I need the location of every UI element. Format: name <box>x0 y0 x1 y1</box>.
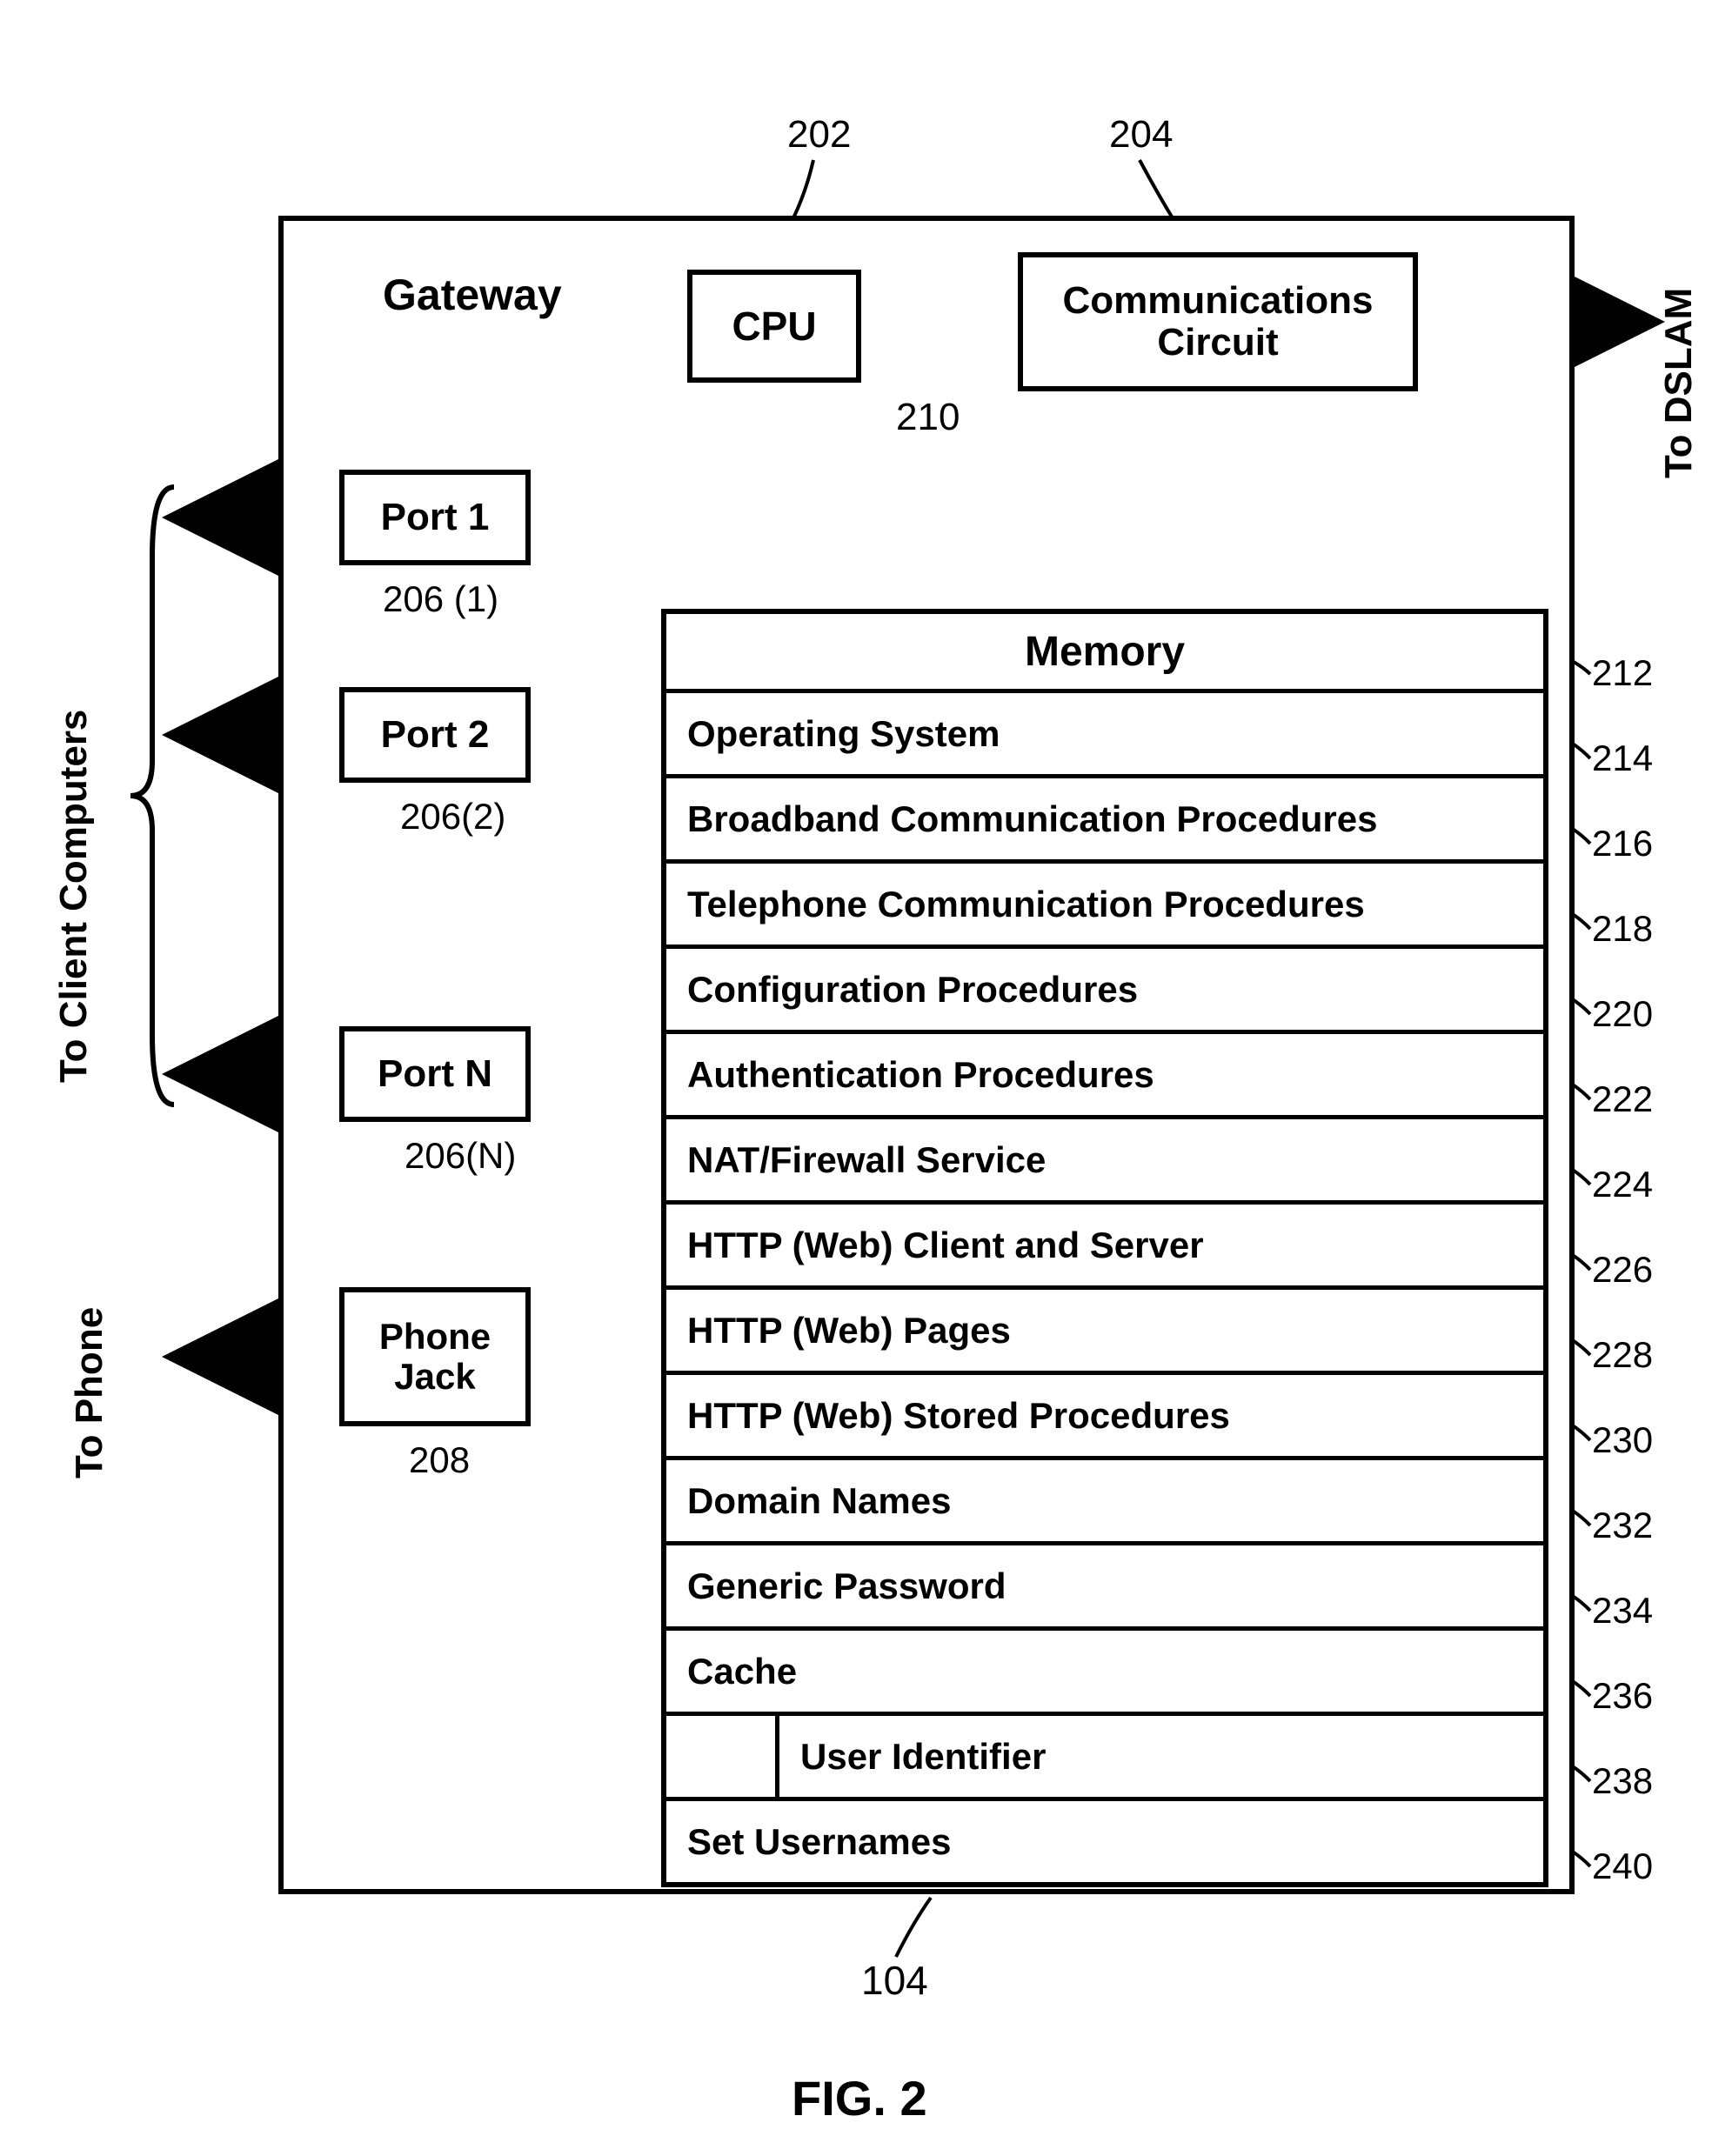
port1-box: Port 1 <box>339 470 531 565</box>
memory-row-label: Configuration Procedures <box>666 969 1138 1011</box>
memory-row-ref: 220 <box>1592 993 1653 1035</box>
memory-row-ref: 216 <box>1592 823 1653 864</box>
memory-row-label: Telephone Communication Procedures <box>666 884 1365 925</box>
to-client-computers-label: To Client Computers <box>52 509 96 1083</box>
memory-row: Generic Password <box>666 1541 1543 1626</box>
comm-ref: 204 <box>1109 113 1173 157</box>
memory-row-label: Set Usernames <box>666 1821 952 1863</box>
memory-row: Configuration Procedures <box>666 945 1543 1030</box>
memory-row-label: HTTP (Web) Client and Server <box>666 1225 1204 1266</box>
phone-label: Phone Jack <box>344 1317 525 1397</box>
memory-row-ref: 238 <box>1592 1760 1653 1802</box>
memory-row: HTTP (Web) Pages <box>666 1285 1543 1371</box>
outer-ref: 104 <box>861 1957 928 2004</box>
comm-label: Communications Circuit <box>1023 280 1413 364</box>
memory-row-label: User Identifier <box>779 1736 1046 1778</box>
memory-row-ref: 218 <box>1592 908 1653 950</box>
memory-title: Memory <box>666 614 1543 689</box>
port1-label: Port 1 <box>381 496 490 539</box>
memory-row-label: Operating System <box>666 713 1000 755</box>
phone-box: Phone Jack <box>339 1287 531 1426</box>
cpu-ref: 202 <box>787 113 851 157</box>
cpu-box: CPU <box>687 270 861 383</box>
memory-row: Telephone Communication Procedures <box>666 859 1543 945</box>
memory-row-ref: 236 <box>1592 1675 1653 1717</box>
memory-row: Authentication Procedures <box>666 1030 1543 1115</box>
to-dslam-label: To DSLAM <box>1657 200 1701 478</box>
memory-row-label: HTTP (Web) Stored Procedures <box>666 1395 1230 1437</box>
portN-box: Port N <box>339 1026 531 1122</box>
memory-row-label: NAT/Firewall Service <box>666 1139 1046 1181</box>
memory-row-ref: 232 <box>1592 1505 1653 1546</box>
cpu-label: CPU <box>732 303 816 350</box>
gateway-title: Gateway <box>383 270 562 320</box>
port1-ref: 206 (1) <box>383 578 498 620</box>
figure-caption: FIG. 2 <box>792 2070 927 2126</box>
memory-row-label: Cache <box>666 1651 797 1692</box>
memory-row-ref: 214 <box>1592 738 1653 779</box>
to-phone-label: To Phone <box>68 1235 111 1478</box>
memory-row: Cache <box>666 1626 1543 1712</box>
port2-box: Port 2 <box>339 687 531 783</box>
memory-row-ref: 224 <box>1592 1164 1653 1205</box>
memory-row-label: Broadband Communication Procedures <box>666 798 1377 840</box>
phone-ref: 208 <box>409 1439 470 1481</box>
memory-box: Memory Operating System Broadband Communi… <box>661 609 1548 1887</box>
memory-title-ref: 212 <box>1592 652 1653 694</box>
memory-row-ref: 228 <box>1592 1334 1653 1376</box>
memory-row-label: Generic Password <box>666 1565 1006 1607</box>
memory-row-ref: 226 <box>1592 1249 1653 1291</box>
memory-row: Domain Names <box>666 1456 1543 1541</box>
memory-row: NAT/Firewall Service <box>666 1115 1543 1200</box>
memory-row: Broadband Communication Procedures <box>666 774 1543 859</box>
memory-row-ref: 234 <box>1592 1590 1653 1632</box>
memory-row-label: Domain Names <box>666 1480 951 1522</box>
memory-row-ref: 230 <box>1592 1419 1653 1461</box>
port2-ref: 206(2) <box>400 796 505 838</box>
port2-label: Port 2 <box>381 713 490 757</box>
portN-label: Port N <box>378 1052 492 1096</box>
bus-ref: 210 <box>896 396 960 439</box>
memory-row-ref: 222 <box>1592 1078 1653 1120</box>
portN-ref: 206(N) <box>405 1135 516 1177</box>
comm-box: Communications Circuit <box>1018 252 1418 391</box>
memory-row: HTTP (Web) Client and Server <box>666 1200 1543 1285</box>
memory-row-ref: 240 <box>1592 1846 1653 1887</box>
memory-row: Operating System <box>666 689 1543 774</box>
memory-row: HTTP (Web) Stored Procedures <box>666 1371 1543 1456</box>
memory-row: User Identifier <box>666 1712 1543 1797</box>
memory-row-label: Authentication Procedures <box>666 1054 1154 1096</box>
memory-row: Set Usernames <box>666 1797 1543 1882</box>
memory-row-label: HTTP (Web) Pages <box>666 1310 1011 1352</box>
